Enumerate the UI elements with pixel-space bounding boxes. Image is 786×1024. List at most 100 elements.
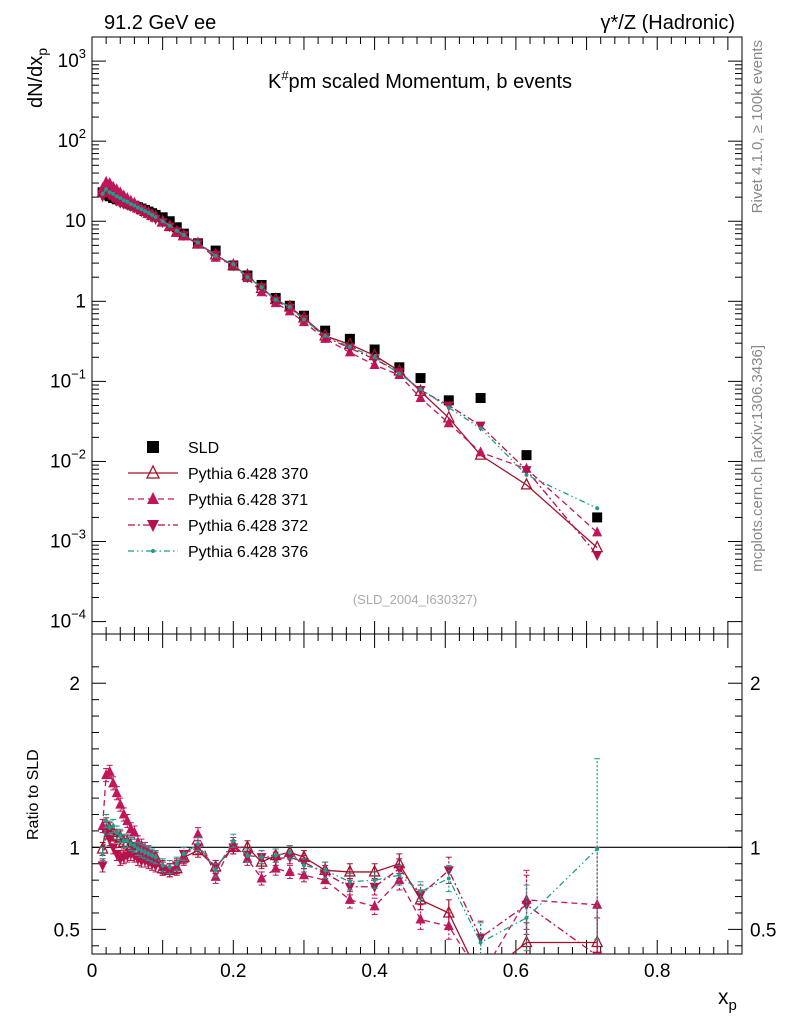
ratio-point <box>139 848 144 853</box>
y-tick-label: 10−2 <box>50 446 86 472</box>
ratio-point <box>418 889 423 894</box>
ratio-point <box>228 843 239 854</box>
ratio-point <box>150 853 155 858</box>
ratio-point <box>118 833 123 838</box>
data-point <box>107 190 112 195</box>
data-point <box>344 344 355 355</box>
legend-label: Pythia 6.428 370 <box>188 466 308 483</box>
ratio-y-tick-label-right: 0.5 <box>750 920 776 941</box>
series-pythia-6-428-370 <box>96 182 604 553</box>
analysis-watermark: (SLD_2004_I630327) <box>353 592 477 607</box>
ratio-point <box>446 876 451 881</box>
data-point <box>443 395 454 406</box>
ratio-point <box>129 826 140 837</box>
data-point <box>153 214 158 219</box>
data-point <box>259 285 264 290</box>
legend-label: Pythia 6.428 376 <box>188 544 308 561</box>
data-point <box>418 387 423 392</box>
y-tick-label: 1 <box>75 291 86 312</box>
ratio-y-tick-label-right: 1 <box>750 838 761 859</box>
main-axis-ticks: 10−4 10−3 10−2 10−1 1 10 102 103 <box>50 37 742 634</box>
ratio-point <box>164 866 175 877</box>
ratio-point <box>101 828 112 839</box>
ratio-point <box>476 971 486 981</box>
header-left: 91.2 GeV ee <box>104 12 216 34</box>
legend-label: Pythia 6.428 371 <box>188 492 308 509</box>
ratio-point <box>192 843 203 854</box>
ratio-point <box>132 843 137 848</box>
data-point <box>150 212 155 217</box>
ratio-point <box>167 865 172 870</box>
data-point <box>210 245 221 256</box>
ratio-point <box>111 824 116 828</box>
ratio-point <box>100 851 105 856</box>
main-plot-area <box>96 175 604 561</box>
legend-marker <box>145 464 161 479</box>
ratio-point <box>160 863 165 868</box>
x-tick-label: 0 <box>87 961 98 982</box>
data-point <box>415 392 426 403</box>
ratio-y-tick-label: 0.5 <box>54 920 80 941</box>
ratio-point <box>323 868 328 873</box>
data-point <box>369 355 380 366</box>
ratio-series-pythia-6-428-376 <box>99 758 601 954</box>
ratio-y-tick-label: 2 <box>69 674 80 695</box>
series-line <box>102 190 598 556</box>
data-point <box>521 450 532 461</box>
ratio-point <box>298 869 309 880</box>
ratio-point <box>591 935 604 948</box>
data-point <box>157 218 168 229</box>
data-point <box>195 240 200 245</box>
legend-label: SLD <box>188 440 219 457</box>
data-point <box>174 228 179 233</box>
data-point <box>521 466 532 477</box>
data-point <box>270 296 281 307</box>
series-line <box>102 189 598 549</box>
data-point <box>111 191 116 196</box>
legend-marker <box>147 492 159 504</box>
ratio-point <box>213 868 218 873</box>
ratio-point <box>595 846 600 851</box>
data-point <box>520 477 533 490</box>
data-point <box>160 219 165 224</box>
data-point <box>125 199 130 204</box>
ratio-point <box>476 973 486 983</box>
ratio-point <box>135 846 140 851</box>
ratio-point <box>273 853 278 858</box>
legend-label: Pythia 6.428 372 <box>188 518 308 535</box>
mcplots-credit: mcplots.cern.ch [arXiv:1306.3436] <box>749 345 766 572</box>
ratio-point <box>478 940 483 945</box>
data-point <box>100 191 105 196</box>
data-point <box>231 262 236 267</box>
data-point <box>595 506 600 511</box>
ratio-point <box>181 851 186 856</box>
x-tick-label: 0.4 <box>361 961 388 982</box>
ratio-point <box>108 843 119 854</box>
data-point <box>114 194 119 199</box>
data-point <box>104 187 109 192</box>
data-point <box>132 203 137 208</box>
ratio-point <box>171 861 182 872</box>
ratio-point <box>347 879 352 884</box>
data-point <box>245 275 250 280</box>
ratio-point <box>192 828 203 839</box>
data-point <box>146 210 151 215</box>
data-point <box>139 207 144 212</box>
y-tick-label: 10−3 <box>50 527 86 553</box>
data-point <box>128 201 133 206</box>
y-axis-label: dN/dxp <box>25 48 50 108</box>
ratio-point <box>111 787 122 798</box>
ratio-point <box>344 893 355 904</box>
data-point <box>181 233 186 238</box>
rivet-credit: Rivet 4.1.0, ≥ 100k events <box>749 40 766 213</box>
ratio-point <box>372 878 377 883</box>
ratio-point <box>369 900 380 911</box>
ratio-series-group <box>96 758 604 983</box>
ratio-point <box>442 905 455 918</box>
ratio-point <box>191 843 205 856</box>
plot-title: K#pm scaled Momentum, b events <box>268 68 572 93</box>
ratio-point <box>114 830 119 835</box>
data-point <box>475 446 486 457</box>
ratio-point <box>107 825 112 830</box>
